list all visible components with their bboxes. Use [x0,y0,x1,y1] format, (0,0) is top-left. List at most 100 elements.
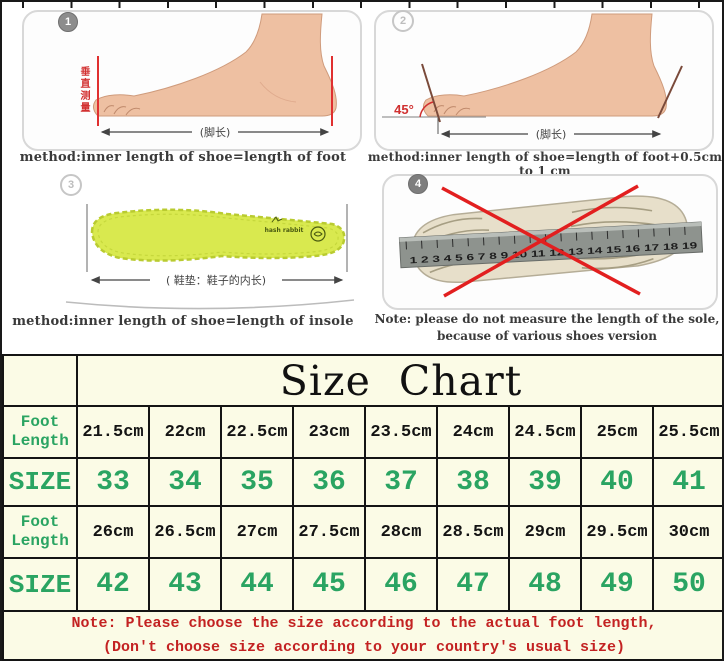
foot-shape [422,13,667,117]
rabbit-logo-icon [271,216,283,223]
circled-mark-inner [313,231,323,237]
step-2-photo: 45° (脚长) [374,10,714,151]
step-1-photo: (脚长) [22,10,362,151]
foot-length-cell: 21.5cm [76,405,150,459]
size-cell: 38 [436,457,510,507]
step-2-number: 2 [399,15,407,27]
size-chart-table: Size Chart Foot Length 21.5cm 22cm 22.5c… [2,354,722,661]
step-3-number: 3 [67,179,75,191]
size-cell: 45 [292,557,366,612]
size-cell: 47 [436,557,510,612]
foot-length-cell: 28.5cm [436,505,510,559]
foot-length-label: (脚长) [200,125,231,139]
size-note-line1: Note: Please choose the size according t… [71,615,657,633]
foot-length-cell: 25.5cm [652,405,722,459]
size-cell: 34 [148,457,222,507]
top-grid-ticks [2,2,722,8]
toe-lines [433,105,471,116]
step-1-badge: 1 [58,12,78,32]
size-cell: 36 [292,457,366,507]
insole-stitching [97,213,339,257]
step-3-badge: 3 [60,174,82,196]
size-header: SIZE [2,457,78,507]
size-cell: 49 [580,557,654,612]
foot-length-cell: 23.5cm [364,405,438,459]
size-cell: 48 [508,557,582,612]
cross-line-2 [443,184,639,298]
size-chart-title: Size Chart [76,354,722,407]
foot-length-cell: 28cm [364,505,438,559]
step-4-photo: 1 2 3 4 5 6 7 8 9 10 11 12 13 14 15 16 1… [382,174,718,310]
step-3-caption: method:inner length of shoe=length of in… [12,314,354,329]
size-cell: 39 [508,457,582,507]
foot-length-header: Foot Length [2,505,78,559]
size-note-line2: (Don't choose size according to your cou… [102,638,626,656]
size-cell: 43 [148,557,222,612]
foot-length-cell: 29.5cm [580,505,654,559]
sole-ruler-crossed-illustration: 1 2 3 4 5 6 7 8 9 10 11 12 13 14 15 16 1… [398,184,704,298]
heel-slant-line [657,65,683,119]
note-row: Note: Please choose the size according t… [2,610,722,661]
size-cell: 46 [364,557,438,612]
step-4-number: 4 [414,178,422,190]
foot-length-cell: 26.5cm [148,505,222,559]
size-cell: 41 [652,457,722,507]
foot-length-row-2: Foot Length 26cm 26.5cm 27cm 27.5cm 28cm… [2,505,722,559]
angle-label: 45° [394,102,414,117]
foot-length-cell: 26cm [76,505,150,559]
toe-slant-line [421,63,441,123]
ankle-shade [259,81,297,103]
step-4-note-line2: because of various shoes version [436,329,658,344]
size-cell: 40 [580,457,654,507]
size-row-1: SIZE 33 34 35 36 37 38 39 40 41 [2,457,722,507]
foot-length-label: (脚长) [536,127,567,141]
step-4-note-line1: Note: please do not measure the length o… [374,312,720,326]
foot-length-cell: 22.5cm [220,405,294,459]
foot-measure-45deg-illustration: 45° (脚长) [382,13,683,141]
size-cell: 50 [652,557,722,612]
foot-length-cell: 25cm [580,405,654,459]
angle-arc [419,101,434,118]
foot-length-cell: 27cm [220,505,294,559]
step-2-badge: 2 [392,10,414,32]
size-cell: 35 [220,457,294,507]
insole-length-label: ( 鞋垫：鞋子的内长) [166,273,266,287]
foot-length-cell: 24cm [436,405,510,459]
label-backing [150,272,282,288]
foot-length-cell: 22cm [148,405,222,459]
insole-shape [90,208,346,262]
foot-length-cell: 29cm [508,505,582,559]
foot-measure-vertical-illustration: (脚长) [92,13,337,139]
insole-logo-text: hash rabbit [265,227,304,234]
label-backing [528,126,574,141]
ruler-highlight [399,222,702,242]
step-4-note: Note: please do not measure the length o… [368,311,722,346]
size-note: Note: Please choose the size according t… [2,610,722,661]
size-cell: 44 [220,557,294,612]
size-header: SIZE [2,557,78,612]
foot-length-cell: 30cm [652,505,722,559]
label-backing [192,124,238,139]
foot-length-cell: 23cm [292,405,366,459]
foot-shape-group [422,13,667,117]
title-row: Size Chart [2,354,722,407]
size-cell: 42 [76,557,150,612]
foot-length-header: Foot Length [2,405,78,459]
size-cell: 33 [76,457,150,507]
foot-shape [92,13,337,117]
circled-mark-icon [310,226,326,242]
insole-measure-illustration: hash rabbit ( 鞋垫：鞋子的内长) [65,204,355,310]
toe-lines [103,105,141,116]
foot-length-cell: 24.5cm [508,405,582,459]
foot-length-cell: 27.5cm [292,505,366,559]
title-spacer-cell [2,354,78,407]
under-curve [65,299,355,310]
vertical-measure-label: 垂直测量 [78,66,89,114]
step-1-caption: method:inner length of shoe=length of fo… [19,150,347,165]
step-4-badge: 4 [408,174,428,194]
step-1-number: 1 [64,16,72,28]
size-row-2: SIZE 42 43 44 45 46 47 48 49 50 [2,557,722,612]
foot-length-row-1: Foot Length 21.5cm 22cm 22.5cm 23cm 23.5… [2,405,722,459]
size-cell: 37 [364,457,438,507]
